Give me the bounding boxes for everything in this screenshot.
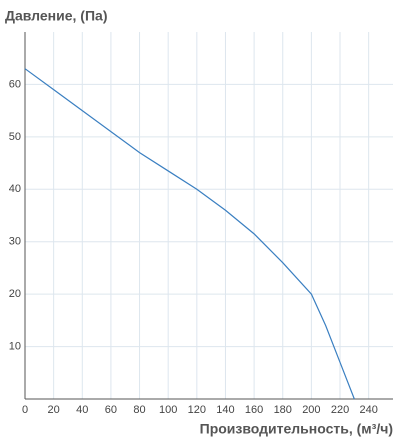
y-tick-label: 60 — [9, 78, 21, 90]
x-axis-label: Производительность, (м³/ч) — [200, 421, 393, 437]
chart-title: Давление, (Па) — [5, 8, 107, 24]
x-tick-label: 60 — [105, 404, 117, 416]
x-tick-label: 160 — [245, 404, 263, 416]
y-tick-label: 30 — [9, 236, 21, 248]
x-tick-label: 140 — [216, 404, 234, 416]
x-tick-label: 240 — [359, 404, 377, 416]
x-tick-label: 220 — [331, 404, 349, 416]
x-tick-label: 20 — [48, 404, 60, 416]
data-line — [24, 68, 355, 400]
x-tick-label: 120 — [188, 404, 206, 416]
x-tick-label: 180 — [274, 404, 292, 416]
x-tick-label: 80 — [133, 404, 145, 416]
x-tick-label: 200 — [302, 404, 320, 416]
x-tick-label: 0 — [22, 404, 28, 416]
y-tick-label: 40 — [9, 183, 21, 195]
x-tick-label: 40 — [76, 404, 88, 416]
y-tick-label: 20 — [9, 288, 21, 300]
y-tick-label: 10 — [9, 340, 21, 352]
x-tick-label: 100 — [159, 404, 177, 416]
y-tick-label: 50 — [9, 131, 21, 143]
